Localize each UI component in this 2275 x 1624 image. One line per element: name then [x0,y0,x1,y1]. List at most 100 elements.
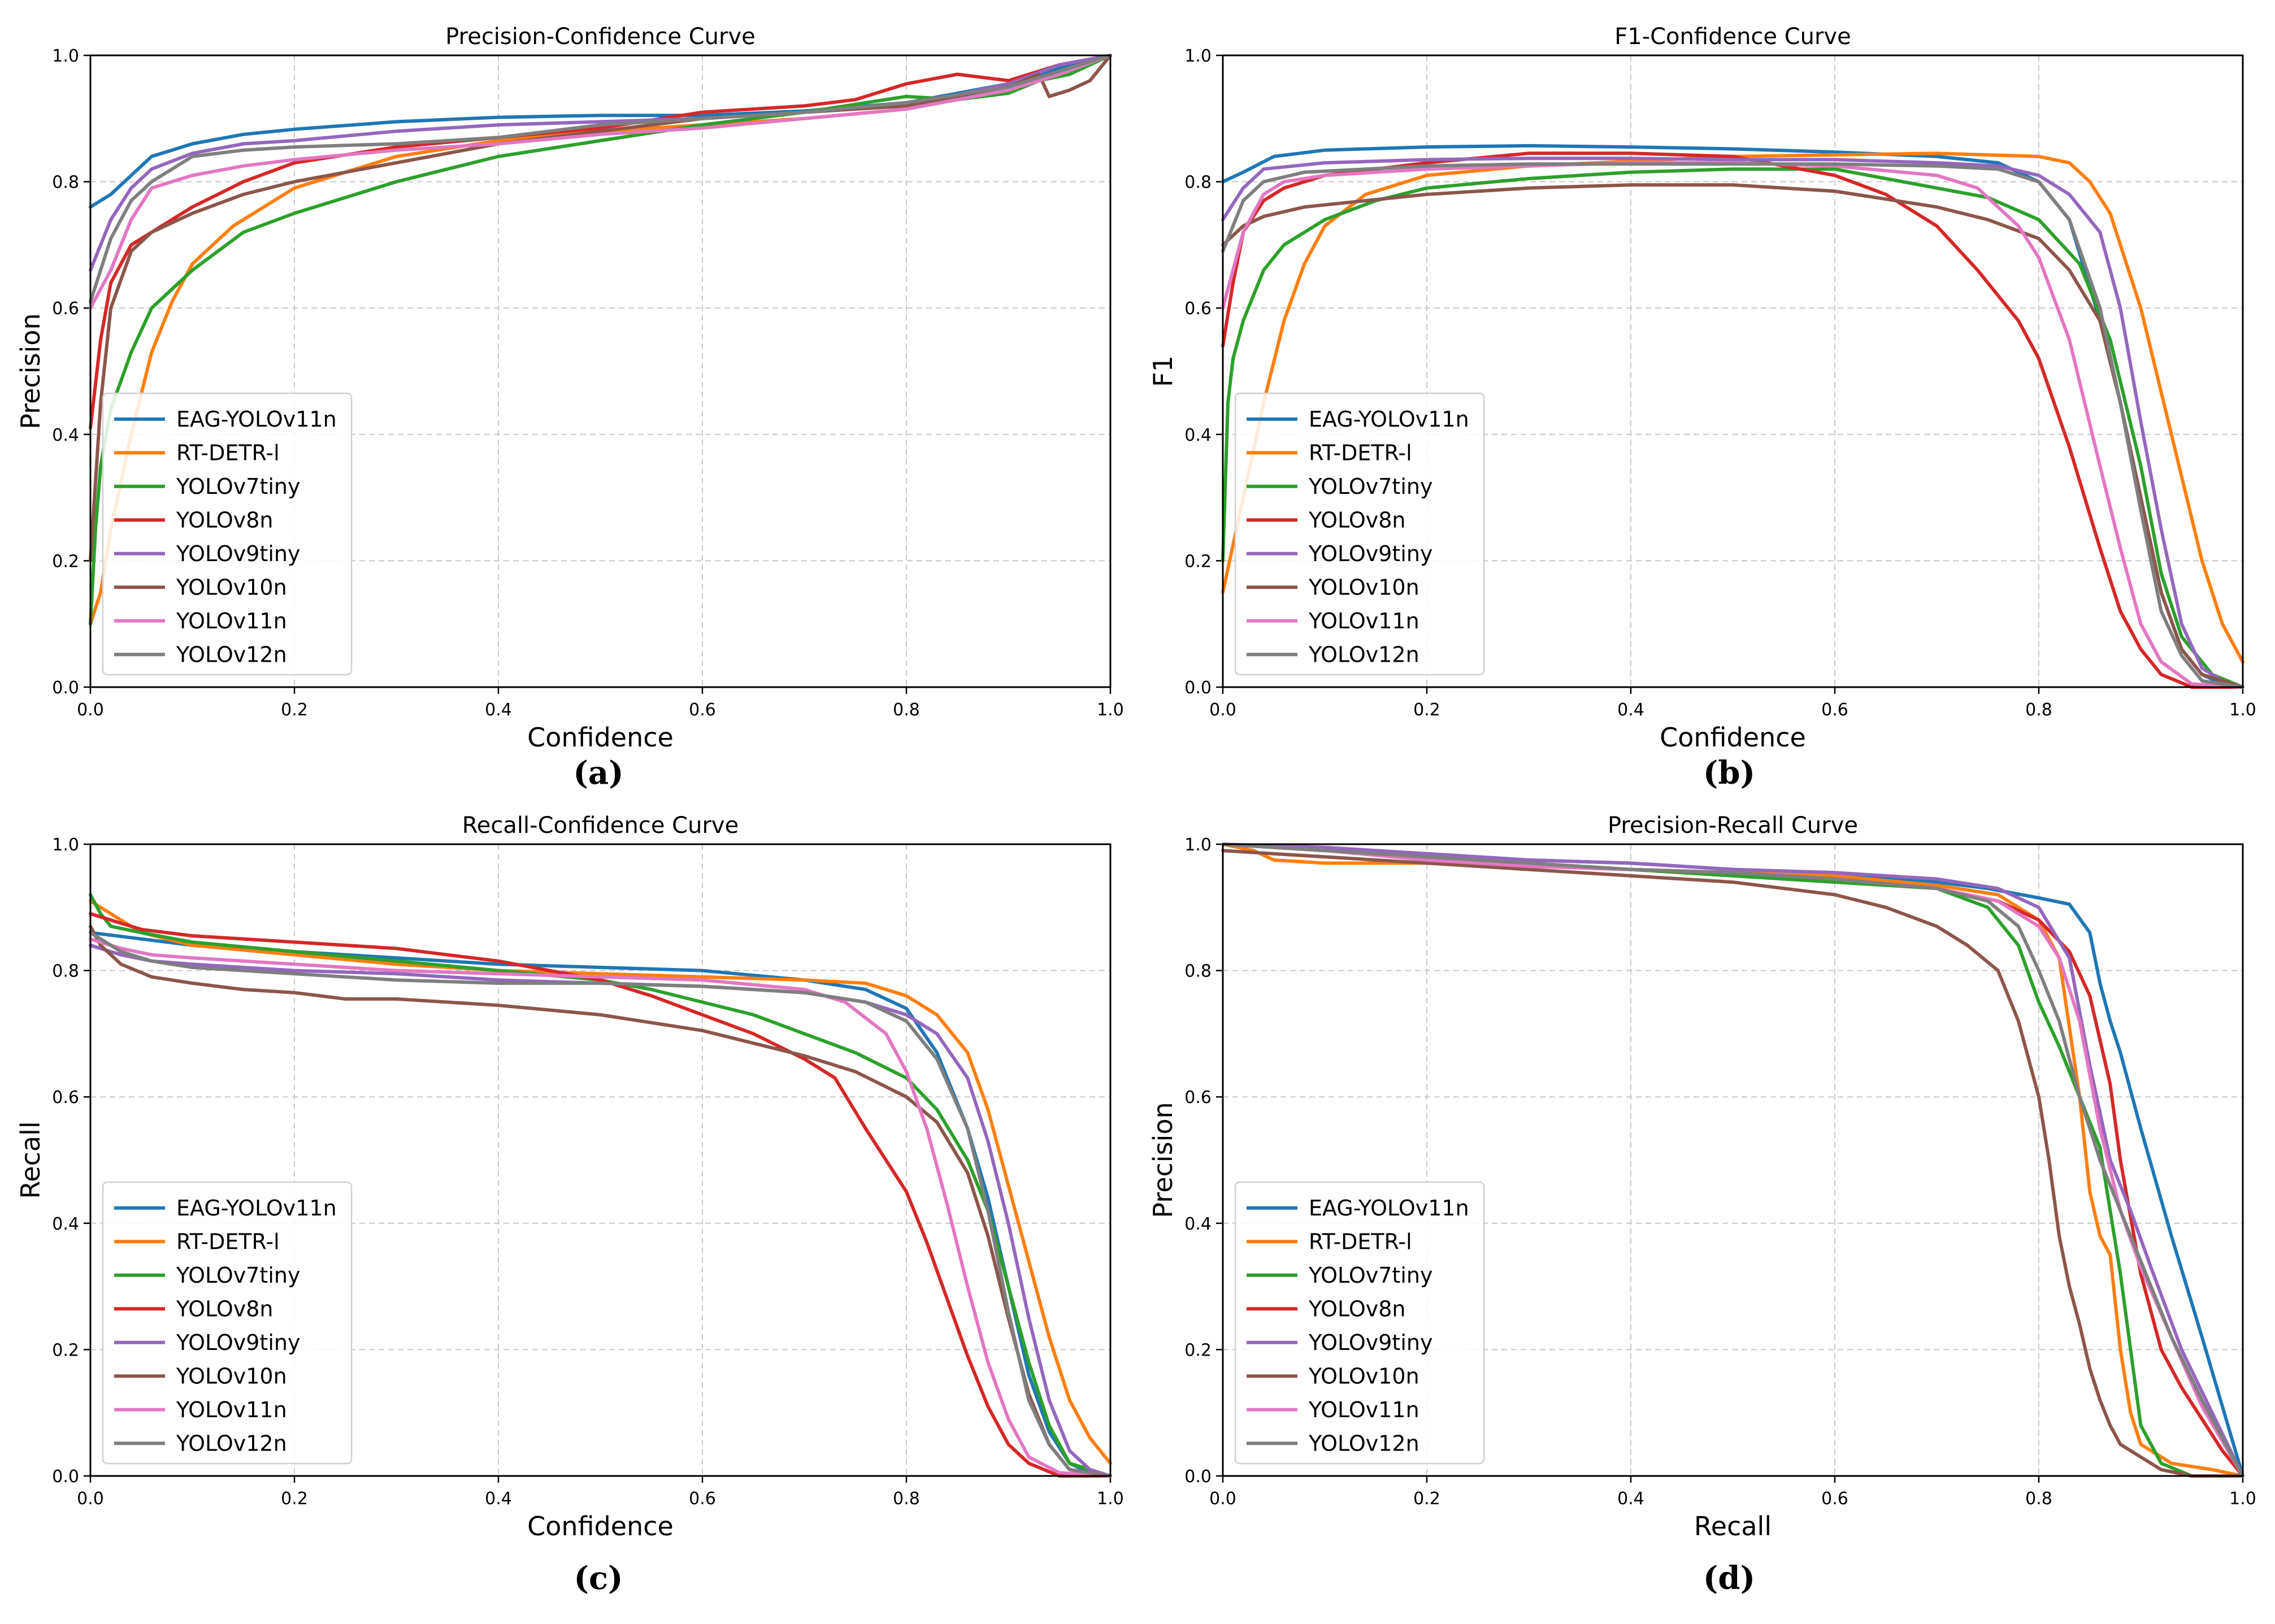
chart-panel-c: 0.0 0.2 0.4 0.6 0.8 1.0 0.0 0.2 0.4 0.6 0.8 1.0 Reca… [15,813,1124,1542]
chart-panel-d: 0.0 0.2 0.4 0.6 0.8 1.0 0.0 0.2 0.4 0.6 0.8 1.0 Prec… [1148,813,2256,1542]
legend-entry: YOLOv7tiny [176,1263,300,1288]
y-tick-label: 0.2 [1184,552,1212,571]
caption-d: (d) [1703,1560,1756,1597]
y-axis-label: Recall [15,1121,46,1199]
legend-entry: YOLOv11n [1308,1397,1419,1422]
legend: EAG-YOLOv11n RT-DETR-l YOLOv7tiny YOLOv8n YO… [1234,1181,1485,1465]
x-tick-label: 0.8 [893,1489,920,1509]
legend-box [1234,1181,1485,1465]
series-line-yolov11n [1221,161,2244,689]
legend-entry: YOLOv10n [176,575,287,600]
legend-entry: YOLOv11n [176,1397,287,1422]
y-tick-label: 0.6 [52,299,79,319]
y-tick-label: 1.0 [52,835,79,855]
y-tick-label: 0.6 [1184,1088,1212,1108]
y-tick-label: 0.4 [1184,1214,1212,1234]
y-tick-label: 0.2 [52,552,79,571]
legend-entry: YOLOv12n [176,642,287,667]
legend: EAG-YOLOv11n RT-DETR-l YOLOv7tiny YOLOv8n YO… [1234,392,1485,676]
axes-frame [1222,843,2244,1477]
series-line-yolov8n [89,54,1112,430]
y-tick-label: 0.2 [52,1340,79,1360]
legend-entry: EAG-YOLOv11n [176,1196,337,1221]
axes-frame [89,843,1112,1477]
series-line-rt-detr-l [89,899,1112,1465]
legend-entry: YOLOv8n [1308,1296,1406,1321]
x-tick-label: 0.2 [281,700,308,720]
x-tick-label: 0.0 [77,700,104,720]
legend-entry: RT-DETR-l [1309,440,1412,465]
legend-entry: YOLOv9tiny [176,541,300,566]
x-tick-label: 0.6 [1821,1489,1848,1509]
legend-box [102,392,353,676]
x-tick-label: 0.0 [1209,700,1236,720]
legend-entry: RT-DETR-l [1309,1229,1412,1254]
series-line-rt-detr-l [1221,151,2244,664]
y-tick-label: 0.4 [52,425,79,445]
x-tick-label: 0.0 [77,1489,104,1509]
x-tick-label: 0.4 [1617,700,1644,720]
x-tick-label: 0.6 [689,700,716,720]
y-tick-label: 0.4 [1184,425,1212,445]
y-tick-label: 0.8 [1184,962,1212,982]
series-line-yolov9tiny [89,54,1112,272]
legend-entry: YOLOv7tiny [1308,1263,1432,1288]
x-tick-label: 0.8 [893,700,920,720]
y-axis-label: Precision [1148,1102,1178,1218]
y-tick-label: 0.0 [52,1467,79,1487]
series-line-yolov8n [89,912,1112,1478]
legend-entry: YOLOv11n [1308,609,1419,633]
x-tick-label: 0.0 [1209,1489,1236,1509]
x-axis-label: Confidence [527,722,674,753]
series-line-yolov9tiny [1221,157,2244,689]
y-tick-label: 0.4 [52,1214,79,1234]
y-tick-label: 0.8 [52,173,79,193]
x-tick-label: 0.8 [2025,700,2052,720]
legend-entry: YOLOv11n [176,609,287,633]
legend-entry: YOLOv12n [1308,1431,1419,1456]
series-line-yolov11n [89,54,1112,310]
legend-entry: YOLOv8n [176,1296,273,1321]
legend: EAG-YOLOv11n RT-DETR-l YOLOv7tiny YOLOv8n YO… [102,1181,353,1465]
x-tick-label: 1.0 [1097,1489,1124,1509]
series-line-yolov12n [89,54,1112,303]
x-tick-label: 0.8 [2025,1489,2052,1509]
y-tick-label: 0.6 [1184,299,1212,319]
x-axis-label: Confidence [527,1511,674,1542]
y-tick-label: 0.0 [1184,1467,1212,1487]
series-line-yolov12n [1221,843,2244,1478]
legend-entry: EAG-YOLOv11n [1309,1196,1469,1221]
series-line-yolov12n [89,931,1112,1478]
legend-entry: RT-DETR-l [176,1229,280,1254]
series-line-yolov10n [1221,849,2244,1478]
caption-a: (a) [573,754,624,792]
legend-entry: YOLOv7tiny [176,474,300,499]
x-tick-label: 1.0 [2229,1489,2256,1509]
chart-title: F1-Confidence Curve [1614,24,1851,50]
legend: EAG-YOLOv11n RT-DETR-l YOLOv7tiny YOLOv8n YO… [102,392,353,676]
y-tick-label: 0.8 [1184,173,1212,193]
x-tick-label: 0.2 [1413,700,1440,720]
chart-title: Precision-Confidence Curve [445,24,756,50]
x-tick-label: 0.4 [485,1489,512,1509]
y-tick-label: 0.8 [52,962,79,982]
chart-title: Precision-Recall Curve [1608,813,1858,839]
chart-title: Recall-Confidence Curve [462,813,739,839]
caption-b: (b) [1703,754,1756,792]
x-tick-label: 0.4 [485,700,512,720]
y-tick-label: 1.0 [52,46,79,66]
x-tick-label: 0.2 [281,1489,308,1509]
legend-entry: YOLOv12n [176,1431,287,1456]
y-axis-label: Precision [15,313,46,429]
legend-entry: RT-DETR-l [176,440,280,465]
legend-entry: YOLOv8n [1308,507,1406,532]
series-line-yolov10n [1221,183,2244,689]
y-axis-label: F1 [1148,355,1178,387]
series-line-yolov12n [1221,162,2244,689]
legend-box [1234,392,1485,676]
x-tick-label: 0.2 [1413,1489,1440,1509]
y-tick-label: 0.2 [1184,1340,1212,1360]
legend-box [102,1181,353,1465]
legend-entry: YOLOv8n [176,507,273,532]
